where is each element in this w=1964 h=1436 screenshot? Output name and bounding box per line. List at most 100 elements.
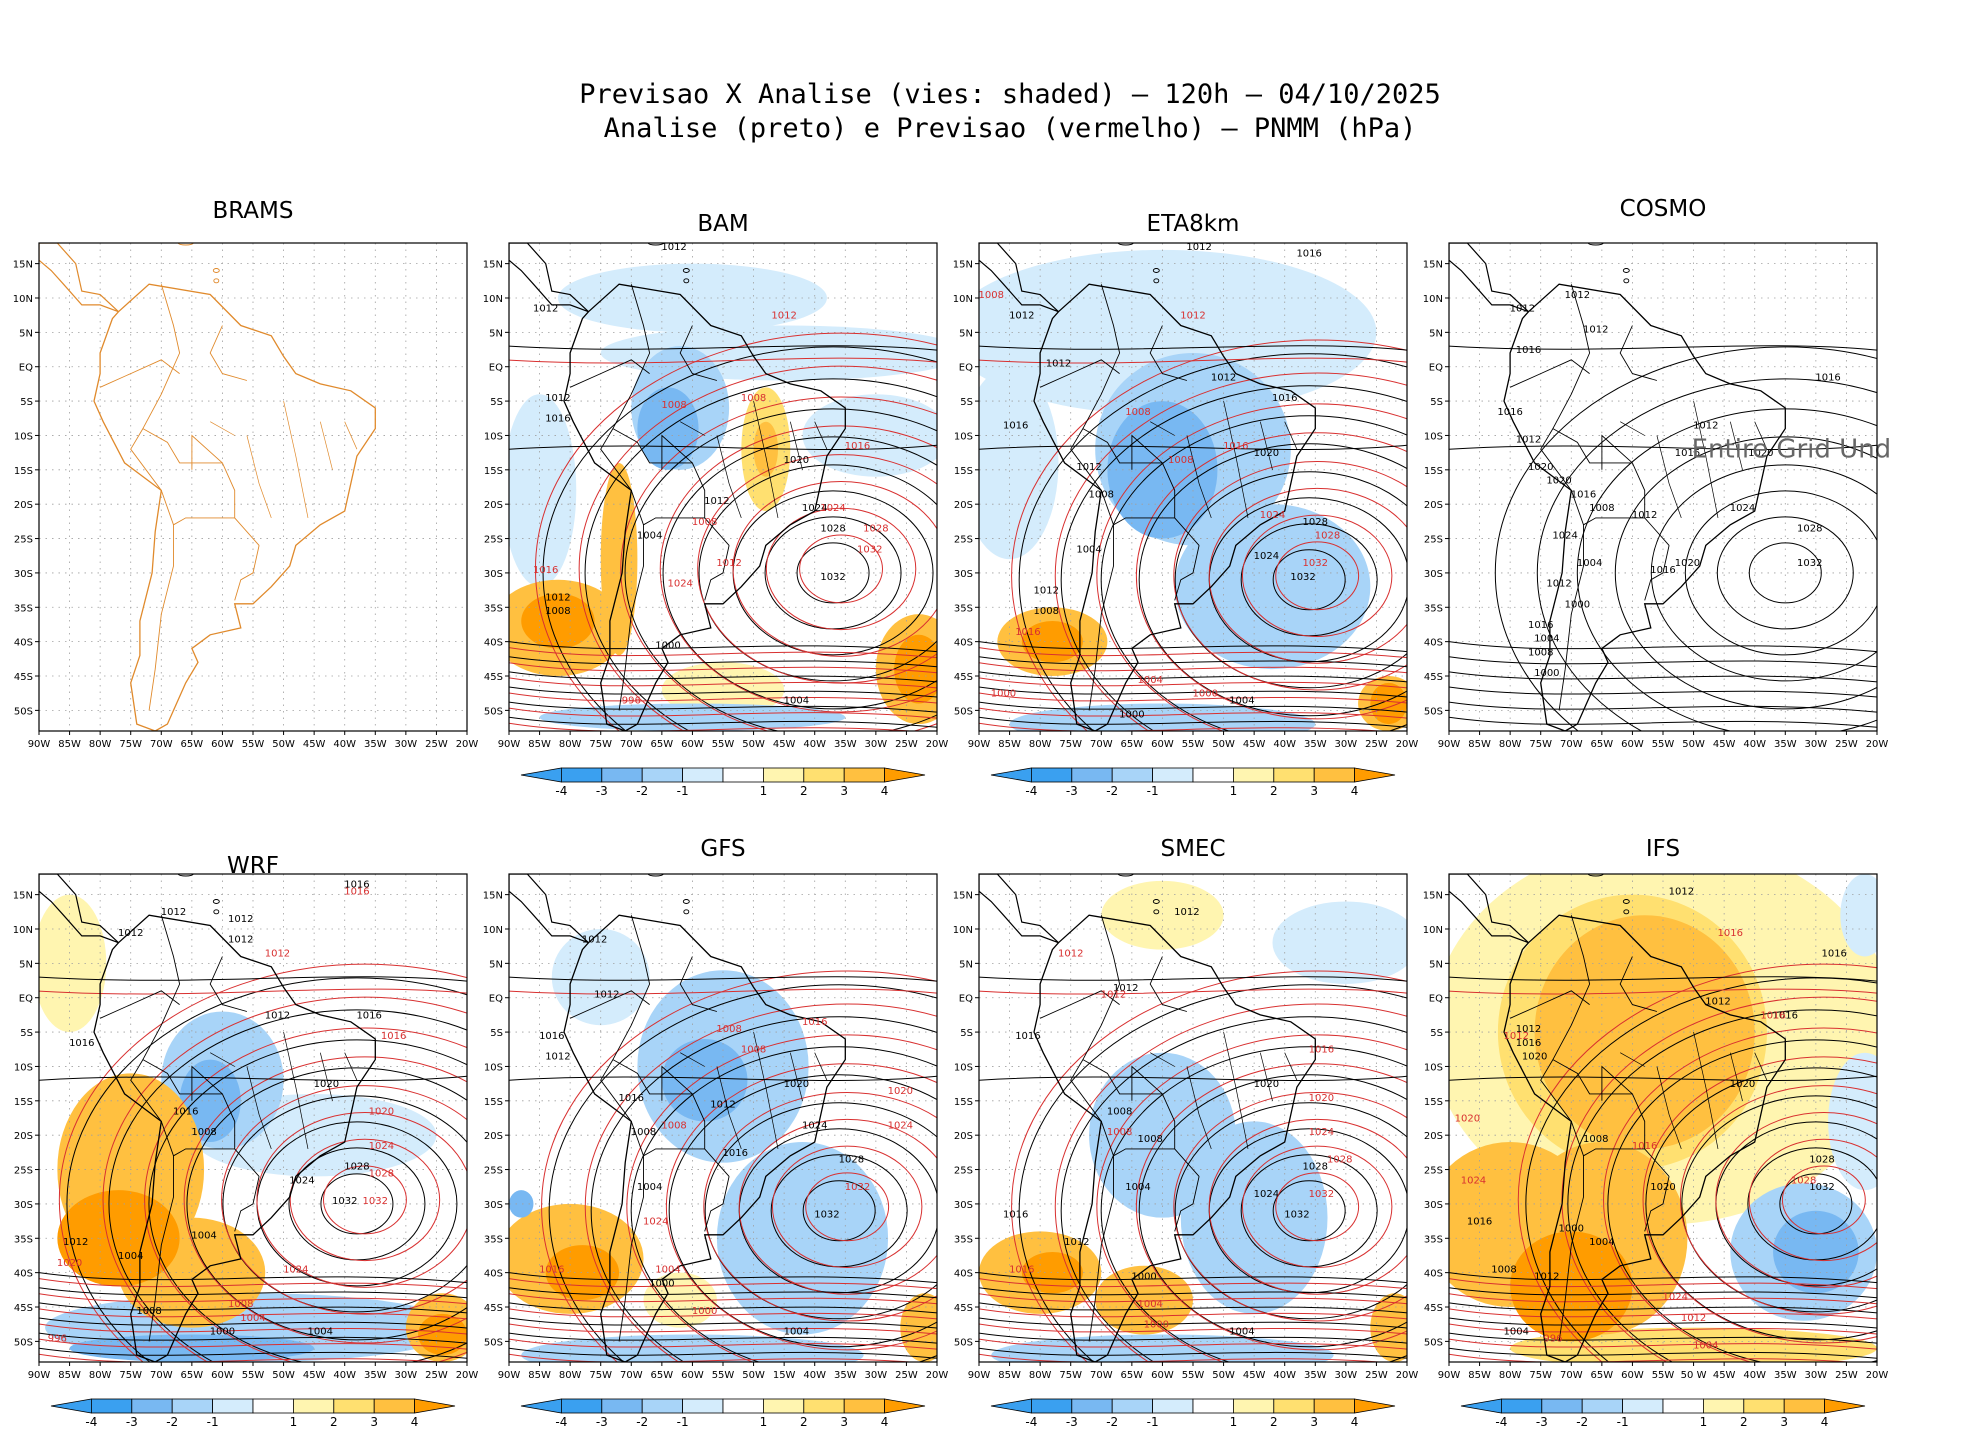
- y-tick-label: 35S: [1424, 603, 1443, 614]
- x-tick-label: 20W: [456, 1370, 479, 1381]
- panel-title: COSMO: [1620, 196, 1707, 222]
- country-border: [661, 1065, 693, 1101]
- state-border: [1284, 1052, 1298, 1081]
- colorbar-label: 3: [840, 1415, 848, 1429]
- colorbar-label: 1: [760, 784, 768, 798]
- analysis-isobar: [1684, 490, 1877, 656]
- analysis-contour-label: 1028: [1809, 1155, 1834, 1166]
- forecast-contour-label: 1016: [1718, 928, 1743, 939]
- state-border: [344, 421, 358, 450]
- analysis-contour-label: 1012: [1076, 462, 1101, 473]
- analysis-contour-label: 1008: [1137, 1134, 1162, 1145]
- analysis-contour-label: 1024: [1254, 1189, 1279, 1200]
- colorbar-segment: [171, 1398, 213, 1414]
- map-area: 1012101210121016101610161012101210201016…: [1449, 231, 1877, 731]
- map-area: 1012 1012 1012 1016 1020 1024 1028 1032 1012 1008…: [509, 243, 937, 731]
- state-border: [1284, 421, 1298, 450]
- analysis-contour-label: 1024: [1730, 503, 1755, 514]
- state-border: [680, 1052, 705, 1067]
- x-tick-label: 60W: [211, 1370, 234, 1381]
- analysis-contour-label: 1020: [1528, 462, 1553, 473]
- map-background: [39, 243, 467, 731]
- analysis-isobar: [979, 345, 1407, 351]
- analysis-contour-label: 1004: [191, 1230, 216, 1241]
- island-outline: [116, 231, 146, 235]
- forecast-isobar: [703, 1092, 937, 1322]
- x-tick-label: 55W: [1652, 739, 1675, 750]
- forecast-isobar: [1241, 1145, 1393, 1268]
- country-border: [234, 545, 260, 601]
- coastline-central-america: [509, 243, 589, 313]
- analysis-contour-label: 1008: [1107, 1107, 1132, 1118]
- forecast-isobar: [1054, 372, 1407, 731]
- colorbar-label: -2: [636, 784, 648, 798]
- island-outline: [1526, 231, 1556, 235]
- forecast-contour-label: 1016: [1223, 441, 1248, 452]
- x-tick-label: 45W: [1243, 739, 1266, 750]
- analysis-isobar: [796, 542, 870, 604]
- x-tick-label: 30W: [395, 739, 418, 750]
- analysis-contour-label: 1012: [1510, 304, 1535, 315]
- state-border: [1150, 421, 1175, 436]
- y-tick-label: 10N: [483, 925, 503, 936]
- colorbar: -4 -3 -2 -1 1 2 3 4: [50, 1398, 456, 1429]
- analysis-contour-label: 1028: [820, 524, 845, 535]
- colorbar-segment: [252, 1398, 294, 1414]
- state-border: [1656, 1066, 1682, 1150]
- analysis-contour-label: 1016: [1015, 1031, 1040, 1042]
- forecast-contour-label: 1012: [1504, 1031, 1529, 1042]
- analysis-contour-label: 1000: [1131, 1272, 1156, 1283]
- x-tick-label: 65W: [1121, 1370, 1144, 1381]
- x-tick-label: 25W: [1835, 739, 1858, 750]
- bias-region: [179, 1059, 241, 1143]
- country-border: [1552, 915, 1670, 1177]
- forecast-isobar: [1642, 1056, 1877, 1344]
- colorbar-segment: [601, 767, 643, 783]
- colorbar-label: -3: [1066, 1415, 1078, 1429]
- y-tick-label: 10N: [953, 294, 973, 305]
- forecast-contour-label: 1020: [57, 1258, 82, 1269]
- forecast-contour-label: 1016: [344, 887, 369, 898]
- analysis-contour-label: 1012: [1632, 510, 1657, 521]
- forecast-contour-label: 1008: [228, 1299, 253, 1310]
- colorbar-segment: [1313, 767, 1355, 783]
- forecast-isobar: [1603, 1027, 1877, 1362]
- analysis-isobar: [509, 716, 937, 728]
- y-tick-label: 25S: [484, 535, 503, 546]
- analysis-isobar: [698, 464, 937, 682]
- analysis-isobar: [509, 1332, 937, 1344]
- colorbar-segment: [803, 767, 845, 783]
- forecast-isobar: [979, 357, 1407, 364]
- state-border: [1754, 421, 1768, 450]
- y-tick-label: 50S: [1424, 1337, 1443, 1348]
- colorbar-extend-high: [884, 1398, 926, 1414]
- country-border: [1509, 990, 1590, 1019]
- y-tick-label: 5S: [960, 1028, 973, 1039]
- y-tick-label: 15S: [14, 1097, 33, 1108]
- colorbar-label: -2: [1576, 1415, 1588, 1429]
- x-tick-label: 70W: [150, 739, 173, 750]
- analysis-isobar: [704, 1102, 937, 1320]
- y-tick-label: EQ: [1429, 363, 1443, 374]
- x-tick-label: 25W: [1835, 1370, 1858, 1381]
- analysis-contour-label: 1016: [619, 1093, 644, 1104]
- analysis-isobar: [630, 1046, 937, 1362]
- analysis-contour-label: 1028: [344, 1162, 369, 1173]
- analysis-contour-label: 1004: [1125, 1182, 1150, 1193]
- x-tick-label: 65W: [181, 739, 204, 750]
- forecast-contour-label: 1024: [369, 1141, 394, 1152]
- analysis-contour-label: 1004: [1229, 696, 1254, 707]
- forecast-isobar: [659, 425, 937, 713]
- colorbar-segment: [292, 1398, 335, 1414]
- island-outline: [116, 862, 146, 866]
- analysis-isobar: [509, 1287, 937, 1299]
- x-tick-label: 60W: [1151, 1370, 1174, 1381]
- colorbar-label: -2: [166, 1415, 178, 1429]
- forecast-isobar: [1715, 1111, 1877, 1288]
- country-border: [569, 359, 650, 388]
- x-tick-label: 40W: [803, 1370, 826, 1381]
- colorbar-segment: [1273, 767, 1315, 783]
- colorbar-label: -3: [596, 784, 608, 798]
- y-tick-label: 25S: [14, 1166, 33, 1177]
- forecast-contour-label: 1024: [1461, 1175, 1486, 1186]
